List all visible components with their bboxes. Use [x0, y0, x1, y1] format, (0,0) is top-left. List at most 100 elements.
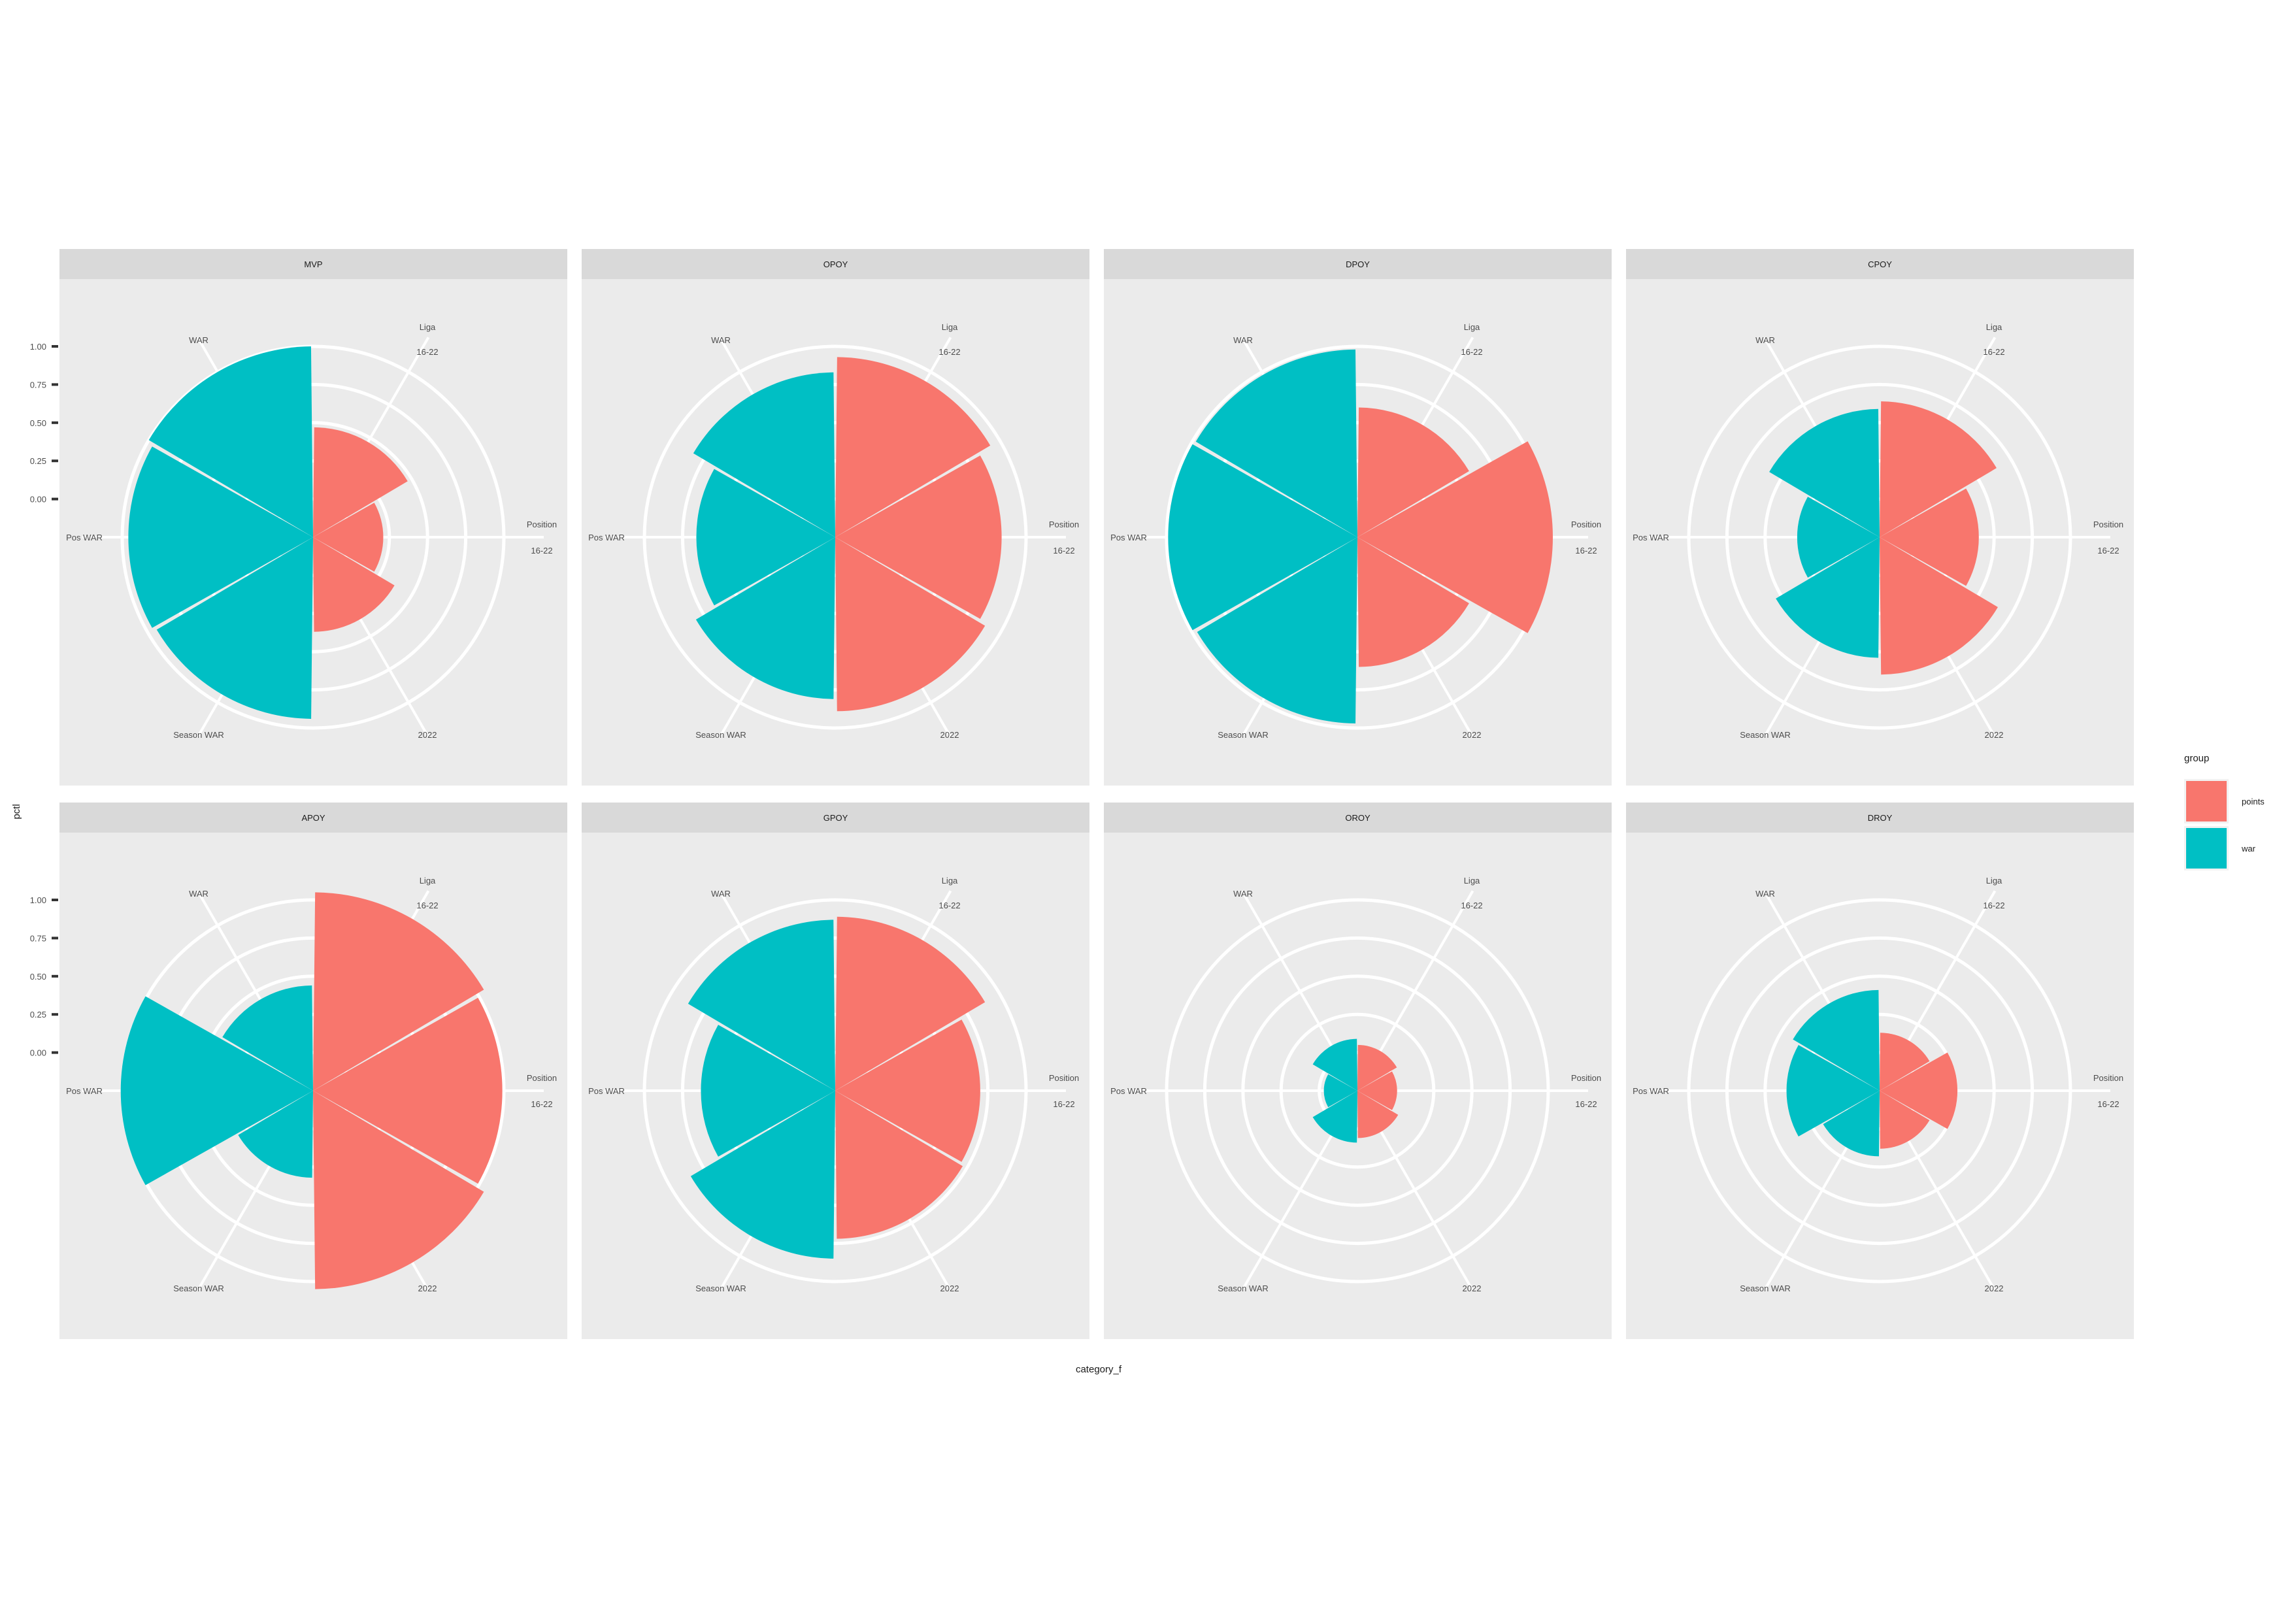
bar-pos_war: [701, 1025, 835, 1157]
category-label-war: WAR: [711, 335, 731, 345]
category-label-season_war: Season WAR: [1218, 1284, 1269, 1293]
facet-title: APOY: [301, 813, 325, 823]
category-label-season_war: Season WAR: [1740, 730, 1791, 740]
y-tick-label: 0.50: [30, 418, 46, 428]
category-label-pos_war: Pos WAR: [66, 1086, 103, 1096]
bar-war: [688, 920, 835, 1091]
facet-strip: [59, 803, 567, 833]
category-label-liga: Liga: [1986, 876, 2002, 886]
category-label-pos_war: Pos WAR: [588, 533, 625, 542]
facet-panel-cpoy: CPOY Liga 16-22 Position 16-22 2022 Season WAR…: [1626, 249, 2134, 786]
bar-position: [313, 503, 384, 572]
facet-panel-dpoy: DPOY Liga 16-22 Position 16-22 2022 Season WAR…: [1104, 249, 1612, 786]
bar-position: [1357, 441, 1553, 633]
bar-liga: [313, 427, 408, 537]
facet-strip: [1104, 803, 1612, 833]
bar-liga: [313, 892, 484, 1091]
bar-liga: [1880, 401, 1997, 537]
category-sublabel-liga: 16-22: [938, 901, 960, 910]
facet-panel-gpoy: GPOY Liga 16-22 Position 16-22 2022 Season WAR…: [582, 803, 1089, 1339]
bar-season_war: [1197, 537, 1357, 723]
category-label-pos_war: Pos WAR: [1110, 533, 1147, 542]
bar-war: [148, 346, 313, 537]
category-label-liga: Liga: [1464, 322, 1480, 332]
category-label-position: Position: [2093, 1073, 2123, 1083]
facet-panel-apoy: APOY Liga 16-22 Position 16-22 2022 Season WAR…: [30, 803, 567, 1339]
category-sublabel-position: 16-22: [1053, 546, 1074, 555]
bar-war: [693, 372, 835, 537]
category-sublabel-position: 16-22: [1575, 1099, 1597, 1109]
bar-2022: [835, 1091, 963, 1239]
facet-title: GPOY: [823, 813, 848, 823]
category-sublabel-liga: 16-22: [416, 901, 438, 910]
facet-strip: [1626, 249, 2134, 279]
category-label-season_war: Season WAR: [173, 730, 224, 740]
category-label-2022: 2022: [1985, 1284, 2004, 1293]
facet-title: MVP: [304, 259, 322, 269]
category-label-position: Position: [527, 1073, 557, 1083]
category-label-liga: Liga: [942, 876, 958, 886]
bar-2022: [1880, 1091, 1930, 1149]
category-label-season_war: Season WAR: [173, 1284, 224, 1293]
category-label-pos_war: Pos WAR: [66, 533, 103, 542]
bar-2022: [835, 537, 986, 712]
y-tick-label: 0.25: [30, 1010, 46, 1019]
category-sublabel-position: 16-22: [2097, 1099, 2119, 1109]
category-sublabel-position: 16-22: [531, 546, 552, 555]
facet-strip: [582, 803, 1089, 833]
category-label-position: Position: [1049, 520, 1079, 529]
bar-liga: [1357, 407, 1469, 537]
bar-pos_war: [1786, 1045, 1880, 1136]
bar-2022: [313, 537, 395, 632]
bar-season_war: [690, 1091, 835, 1259]
category-label-2022: 2022: [1985, 730, 2004, 740]
facet-title: OPOY: [823, 259, 848, 269]
x-axis-title: category_f: [1076, 1364, 1122, 1375]
category-sublabel-liga: 16-22: [1983, 347, 2004, 357]
legend-swatch-war: [2186, 828, 2227, 869]
category-label-war: WAR: [1755, 335, 1775, 345]
bar-2022: [313, 1091, 484, 1289]
bar-liga: [1357, 1044, 1397, 1091]
bar-war: [1195, 349, 1357, 537]
category-label-2022: 2022: [1463, 1284, 1482, 1293]
category-label-liga: Liga: [1464, 876, 1480, 886]
category-sublabel-position: 16-22: [1053, 1099, 1074, 1109]
category-label-2022: 2022: [940, 730, 959, 740]
facet-strip: [1626, 803, 2134, 833]
facet-strip: [59, 249, 567, 279]
bar-pos_war: [120, 996, 313, 1185]
category-label-pos_war: Pos WAR: [1633, 533, 1669, 542]
category-label-pos_war: Pos WAR: [588, 1086, 625, 1096]
legend-title: group: [2184, 753, 2209, 764]
legend: group points war: [2184, 753, 2265, 870]
legend-label-war: war: [2241, 844, 2256, 853]
category-sublabel-liga: 16-22: [1983, 901, 2004, 910]
category-label-2022: 2022: [418, 730, 437, 740]
category-label-season_war: Season WAR: [695, 1284, 746, 1293]
bar-position: [1357, 1071, 1397, 1110]
y-tick-label: 0.75: [30, 933, 46, 943]
y-tick-label: 1.00: [30, 342, 46, 352]
category-label-position: Position: [2093, 520, 2123, 529]
bar-season_war: [695, 537, 835, 699]
bar-liga: [835, 357, 991, 537]
category-sublabel-liga: 16-22: [1461, 901, 1482, 910]
category-label-liga: Liga: [942, 322, 958, 332]
bar-war: [222, 985, 313, 1091]
bar-season_war: [156, 537, 313, 719]
bar-2022: [1357, 537, 1469, 667]
bar-pos_war: [128, 446, 313, 628]
bar-position: [835, 456, 1002, 619]
bar-season_war: [238, 1091, 313, 1178]
bar-2022: [1357, 1091, 1399, 1138]
category-label-liga: Liga: [420, 322, 436, 332]
category-label-season_war: Season WAR: [1740, 1284, 1791, 1293]
category-sublabel-liga: 16-22: [416, 347, 438, 357]
bar-pos_war: [1168, 444, 1357, 631]
bar-war: [1312, 1038, 1357, 1091]
bar-position: [835, 1019, 980, 1162]
y-tick-label: 0.50: [30, 972, 46, 982]
category-label-season_war: Season WAR: [695, 730, 746, 740]
category-sublabel-position: 16-22: [531, 1099, 552, 1109]
